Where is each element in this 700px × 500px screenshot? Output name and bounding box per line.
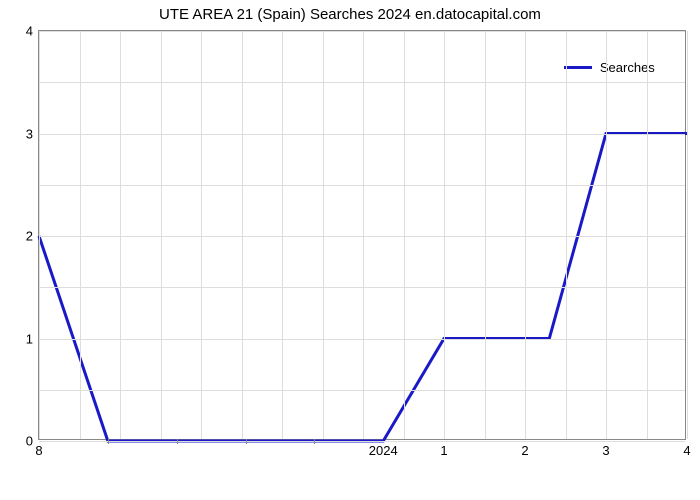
x-tick-mark [246, 439, 247, 444]
x-tick-label: 2024 [369, 443, 398, 458]
gridline-vertical [444, 31, 445, 439]
gridline-vertical [606, 31, 607, 439]
gridline-vertical [647, 31, 648, 439]
gridline-vertical [80, 31, 81, 439]
gridline-vertical [525, 31, 526, 439]
gridline-horizontal [39, 236, 685, 237]
gridline-vertical [120, 31, 121, 439]
x-tick-mark [108, 439, 109, 444]
gridline-vertical [282, 31, 283, 439]
gridline-horizontal [39, 185, 685, 186]
gridline-vertical [39, 31, 40, 439]
y-tick-label: 0 [26, 434, 33, 449]
x-tick-label: 1 [440, 443, 447, 458]
gridline-vertical [687, 31, 688, 439]
x-tick-label: 4 [683, 443, 690, 458]
gridline-vertical [201, 31, 202, 439]
chart-title: UTE AREA 21 (Spain) Searches 2024 en.dat… [0, 6, 700, 23]
gridline-vertical [485, 31, 486, 439]
x-tick-mark [177, 439, 178, 444]
legend: Searches [564, 60, 655, 75]
gridline-vertical [363, 31, 364, 439]
x-tick-mark [314, 439, 315, 444]
x-tick-label: 2 [521, 443, 528, 458]
gridline-vertical [161, 31, 162, 439]
gridline-horizontal [39, 287, 685, 288]
plot-area: Searches 01234820241234 [38, 30, 686, 440]
x-tick-label: 8 [35, 443, 42, 458]
gridline-horizontal [39, 134, 685, 135]
gridline-vertical [242, 31, 243, 439]
y-tick-label: 3 [26, 126, 33, 141]
gridline-horizontal [39, 339, 685, 340]
gridline-horizontal [39, 82, 685, 83]
y-tick-label: 1 [26, 331, 33, 346]
gridline-vertical [404, 31, 405, 439]
y-tick-label: 2 [26, 229, 33, 244]
legend-swatch [564, 66, 592, 69]
gridline-horizontal [39, 31, 685, 32]
gridline-horizontal [39, 441, 685, 442]
y-tick-label: 4 [26, 24, 33, 39]
line-chart: UTE AREA 21 (Spain) Searches 2024 en.dat… [0, 0, 700, 500]
gridline-vertical [566, 31, 567, 439]
x-tick-label: 3 [602, 443, 609, 458]
gridline-horizontal [39, 390, 685, 391]
gridline-vertical [323, 31, 324, 439]
